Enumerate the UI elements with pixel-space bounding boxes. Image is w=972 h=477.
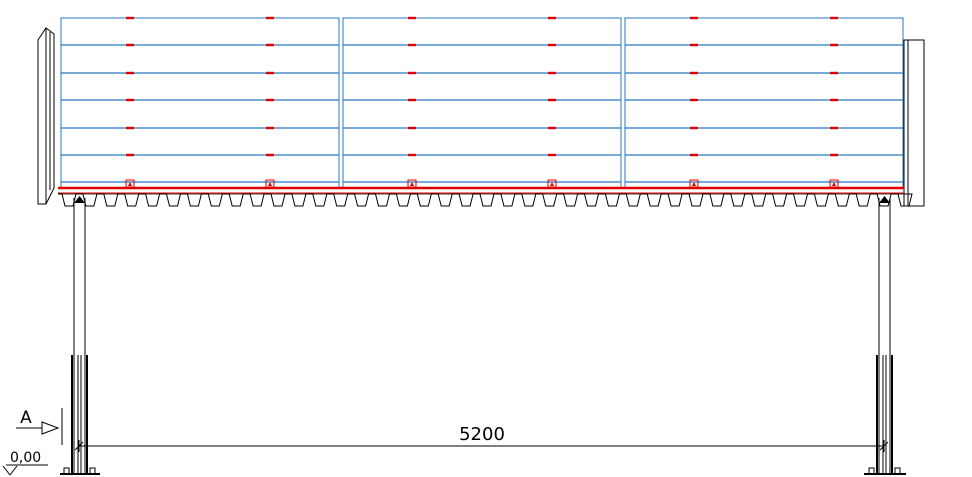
fastener-mark <box>266 16 274 20</box>
support-post-right <box>864 196 906 475</box>
fastener-mark <box>126 43 134 47</box>
fastener-mark <box>266 71 274 75</box>
bracket-arrow <box>550 182 554 186</box>
fastener-mark <box>126 16 134 20</box>
level-marker <box>2 464 48 476</box>
fastener-mark <box>548 98 556 102</box>
fastener-mark <box>548 71 556 75</box>
bracket-arrow <box>268 182 272 186</box>
bracket-arrow <box>832 182 836 186</box>
fastener-mark <box>548 43 556 47</box>
bracket-arrow <box>128 182 132 186</box>
fastener-mark <box>126 98 134 102</box>
fastener-mark <box>266 98 274 102</box>
fastener-mark <box>408 98 416 102</box>
fastener-mark <box>408 153 416 157</box>
base-rail <box>58 186 904 194</box>
fastener-mark <box>690 98 698 102</box>
panel-2 <box>342 17 622 189</box>
section-marker <box>16 408 63 445</box>
panel-group <box>60 16 904 189</box>
bracket-arrow <box>692 182 696 186</box>
level-label: 0,00 <box>10 450 41 466</box>
panel-3 <box>624 17 904 189</box>
fastener-mark <box>830 126 838 130</box>
fastener-mark <box>830 153 838 157</box>
corrugated-profile <box>58 193 913 207</box>
fastener-mark <box>408 126 416 130</box>
right-end-cap <box>903 39 925 207</box>
fastener-mark <box>690 43 698 47</box>
fastener-mark <box>408 43 416 47</box>
fastener-mark <box>408 71 416 75</box>
fastener-mark <box>690 16 698 20</box>
left-end-cap <box>37 27 55 205</box>
fastener-mark <box>830 43 838 47</box>
fastener-mark <box>690 71 698 75</box>
fastener-mark <box>830 98 838 102</box>
fastener-mark <box>548 153 556 157</box>
dimension-label: 5200 <box>459 424 505 445</box>
fastener-mark <box>690 126 698 130</box>
fastener-mark <box>266 43 274 47</box>
panel-1 <box>60 17 340 189</box>
fastener-mark <box>408 16 416 20</box>
section-marker-label: A <box>20 408 32 428</box>
fastener-mark <box>266 153 274 157</box>
fastener-mark <box>830 71 838 75</box>
fastener-mark <box>126 71 134 75</box>
fastener-mark <box>266 126 274 130</box>
fastener-mark <box>830 16 838 20</box>
fastener-mark <box>126 126 134 130</box>
fastener-mark <box>126 153 134 157</box>
bracket-arrow <box>410 182 414 186</box>
dimension-line <box>74 440 889 452</box>
support-post-left <box>60 196 100 475</box>
fastener-mark <box>690 153 698 157</box>
fastener-mark <box>548 126 556 130</box>
fastener-mark <box>548 16 556 20</box>
